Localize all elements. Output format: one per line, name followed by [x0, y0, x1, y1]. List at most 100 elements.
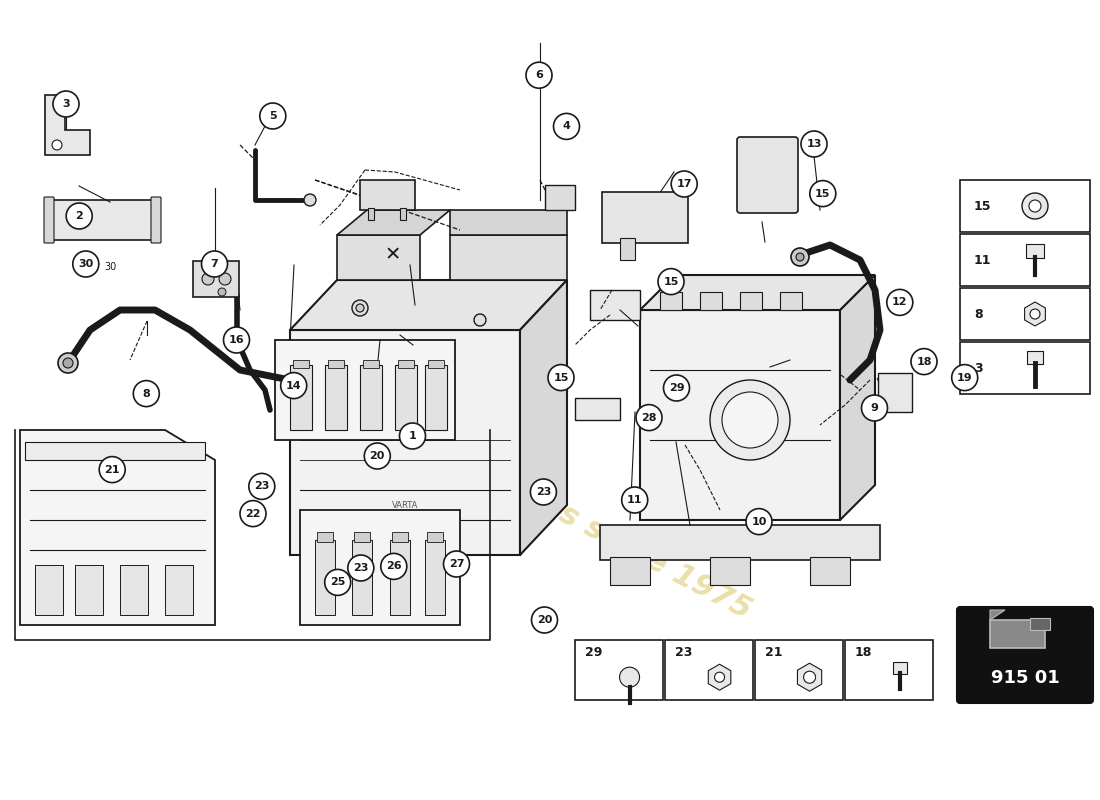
Text: a passion for parts since 1975: a passion for parts since 1975 [284, 355, 756, 625]
Polygon shape [290, 280, 566, 330]
FancyBboxPatch shape [35, 565, 63, 615]
Polygon shape [840, 275, 874, 520]
Circle shape [240, 501, 266, 526]
FancyBboxPatch shape [395, 365, 417, 430]
Circle shape [202, 273, 215, 285]
FancyBboxPatch shape [360, 365, 382, 430]
Circle shape [348, 555, 374, 581]
Circle shape [280, 373, 307, 398]
Polygon shape [450, 210, 566, 235]
Text: 18: 18 [855, 646, 872, 658]
Circle shape [663, 375, 690, 401]
Text: 9: 9 [870, 403, 879, 413]
FancyBboxPatch shape [990, 620, 1045, 648]
FancyBboxPatch shape [290, 365, 312, 430]
Circle shape [381, 554, 407, 579]
Polygon shape [640, 310, 840, 520]
Circle shape [530, 479, 557, 505]
Circle shape [801, 131, 827, 157]
Text: 20: 20 [370, 451, 385, 461]
Text: 3: 3 [974, 362, 982, 374]
FancyBboxPatch shape [354, 532, 370, 542]
FancyBboxPatch shape [1027, 351, 1043, 364]
FancyBboxPatch shape [398, 360, 414, 368]
FancyBboxPatch shape [892, 662, 906, 674]
Text: 11: 11 [974, 254, 991, 266]
Circle shape [364, 443, 390, 469]
Text: 23: 23 [353, 563, 369, 573]
FancyBboxPatch shape [25, 442, 205, 460]
Circle shape [1022, 193, 1048, 219]
Text: 15: 15 [553, 373, 569, 382]
Polygon shape [337, 210, 450, 235]
Text: 17: 17 [676, 179, 692, 189]
FancyBboxPatch shape [165, 565, 192, 615]
FancyBboxPatch shape [660, 292, 682, 310]
Text: 16: 16 [229, 335, 244, 345]
Text: 22: 22 [245, 509, 261, 518]
FancyBboxPatch shape [328, 360, 344, 368]
FancyBboxPatch shape [368, 208, 374, 220]
FancyBboxPatch shape [737, 137, 797, 213]
Text: 28: 28 [641, 413, 657, 422]
FancyBboxPatch shape [780, 292, 802, 310]
FancyBboxPatch shape [427, 532, 443, 542]
Text: 30: 30 [78, 259, 94, 269]
Text: 26: 26 [386, 562, 402, 571]
Text: 15: 15 [663, 277, 679, 286]
FancyBboxPatch shape [960, 342, 1090, 394]
FancyBboxPatch shape [425, 365, 447, 430]
FancyBboxPatch shape [710, 557, 750, 585]
FancyBboxPatch shape [575, 640, 663, 700]
Text: 21: 21 [104, 465, 120, 474]
Text: 20: 20 [537, 615, 552, 625]
Text: 25: 25 [330, 578, 345, 587]
Circle shape [952, 365, 978, 390]
Polygon shape [520, 280, 566, 555]
Circle shape [58, 353, 78, 373]
Circle shape [249, 474, 275, 499]
Circle shape [324, 570, 351, 595]
Circle shape [73, 251, 99, 277]
Circle shape [260, 103, 286, 129]
Polygon shape [45, 95, 90, 155]
FancyBboxPatch shape [317, 532, 333, 542]
Text: 7: 7 [210, 259, 219, 269]
Text: 12: 12 [892, 298, 907, 307]
Circle shape [399, 423, 426, 449]
Circle shape [201, 251, 228, 277]
FancyBboxPatch shape [44, 197, 54, 243]
FancyBboxPatch shape [620, 238, 635, 260]
Circle shape [621, 487, 648, 513]
Text: 5: 5 [270, 111, 276, 121]
Text: 15: 15 [974, 199, 991, 213]
Text: 3: 3 [63, 99, 69, 109]
Text: 23: 23 [536, 487, 551, 497]
Polygon shape [600, 525, 880, 560]
Text: 21: 21 [764, 646, 782, 658]
Text: 19: 19 [957, 373, 972, 382]
Text: 4: 4 [562, 122, 571, 131]
Circle shape [619, 667, 639, 687]
Text: 27: 27 [449, 559, 464, 569]
Text: 6: 6 [535, 70, 543, 80]
Polygon shape [20, 430, 214, 625]
Text: 23: 23 [675, 646, 692, 658]
FancyBboxPatch shape [810, 557, 850, 585]
Circle shape [526, 62, 552, 88]
FancyBboxPatch shape [75, 565, 103, 615]
Circle shape [671, 171, 697, 197]
Polygon shape [337, 235, 420, 280]
Circle shape [658, 269, 684, 294]
Circle shape [722, 392, 778, 448]
Circle shape [810, 181, 836, 206]
Polygon shape [640, 275, 874, 310]
Polygon shape [360, 180, 415, 210]
Circle shape [636, 405, 662, 430]
Text: 1: 1 [408, 431, 417, 441]
Circle shape [911, 349, 937, 374]
Polygon shape [450, 235, 566, 280]
FancyBboxPatch shape [1026, 244, 1044, 258]
FancyBboxPatch shape [960, 288, 1090, 340]
Text: VARTA: VARTA [392, 501, 418, 510]
